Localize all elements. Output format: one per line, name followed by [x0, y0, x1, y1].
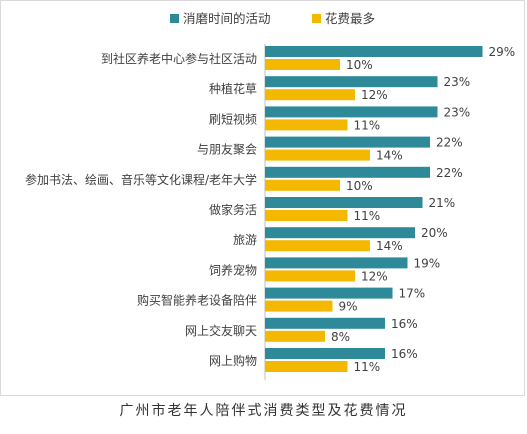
bar-series-2	[265, 361, 348, 372]
bar-series-2	[265, 210, 348, 221]
data-label: 23%	[444, 105, 471, 119]
data-label: 23%	[444, 75, 471, 89]
data-label: 29%	[489, 45, 516, 59]
category-label: 旅游	[233, 233, 257, 247]
legend-label-2: 花费最多	[325, 11, 375, 26]
chart-frame	[0, 0, 525, 396]
bar-series-1	[265, 76, 438, 88]
bar-series-1	[265, 46, 483, 57]
data-label: 11%	[354, 118, 381, 132]
data-label: 21%	[429, 196, 456, 210]
bar-series-2	[265, 300, 333, 312]
data-label: 11%	[354, 209, 381, 223]
data-label: 14%	[376, 239, 403, 253]
category-label: 种植花草	[209, 81, 257, 96]
category-label: 做家务活	[209, 202, 257, 217]
category-label: 网上交友聊天	[185, 323, 257, 338]
data-label: 22%	[436, 166, 463, 180]
data-label: 8%	[331, 330, 350, 344]
bar-series-1	[265, 348, 385, 359]
data-label: 20%	[421, 226, 448, 240]
bar-series-1	[265, 197, 423, 208]
data-label: 14%	[376, 149, 403, 163]
category-label: 饲养宠物	[209, 262, 257, 277]
category-label: 网上购物	[209, 353, 257, 368]
legend-swatch-2	[312, 14, 321, 23]
bar-series-2	[265, 149, 370, 161]
bar-series-1	[265, 136, 430, 148]
bar-series-1	[265, 287, 393, 299]
data-label: 19%	[414, 256, 441, 270]
category-label: 参加书法、绘画、音乐等文化课程/老年大学	[25, 172, 257, 187]
bar-series-2	[265, 59, 340, 70]
data-label: 12%	[361, 269, 388, 283]
data-label: 10%	[346, 58, 373, 72]
category-label: 与朋友聚会	[197, 143, 257, 157]
chart-caption: 广州市老年人陪伴式消费类型及花费情况	[119, 403, 408, 419]
bar-series-2	[265, 330, 325, 342]
bar-series-1	[265, 257, 408, 269]
category-label: 刷短视频	[209, 111, 257, 126]
bar-series-2	[265, 179, 340, 191]
data-label: 11%	[354, 360, 381, 374]
data-label: 10%	[346, 179, 373, 193]
bar-series-2	[265, 270, 355, 282]
bar-series-1	[265, 106, 438, 118]
data-label: 16%	[391, 317, 418, 331]
bar-series-1	[265, 227, 415, 239]
bar-series-1	[265, 166, 430, 178]
bar-series-1	[265, 317, 385, 329]
category-label: 购买智能养老设备陪伴	[137, 293, 257, 308]
data-label: 12%	[361, 88, 388, 102]
data-label: 9%	[339, 300, 358, 314]
data-label: 17%	[399, 287, 426, 301]
legend-label-1: 消磨时间的活动	[183, 11, 271, 26]
bar-series-2	[265, 89, 355, 101]
legend-swatch-1	[170, 14, 179, 23]
data-label: 22%	[436, 136, 463, 150]
bar-series-2	[265, 240, 370, 252]
bar-series-2	[265, 119, 348, 131]
data-label: 16%	[391, 347, 418, 361]
category-label: 到社区养老中心参与社区活动	[101, 51, 257, 66]
